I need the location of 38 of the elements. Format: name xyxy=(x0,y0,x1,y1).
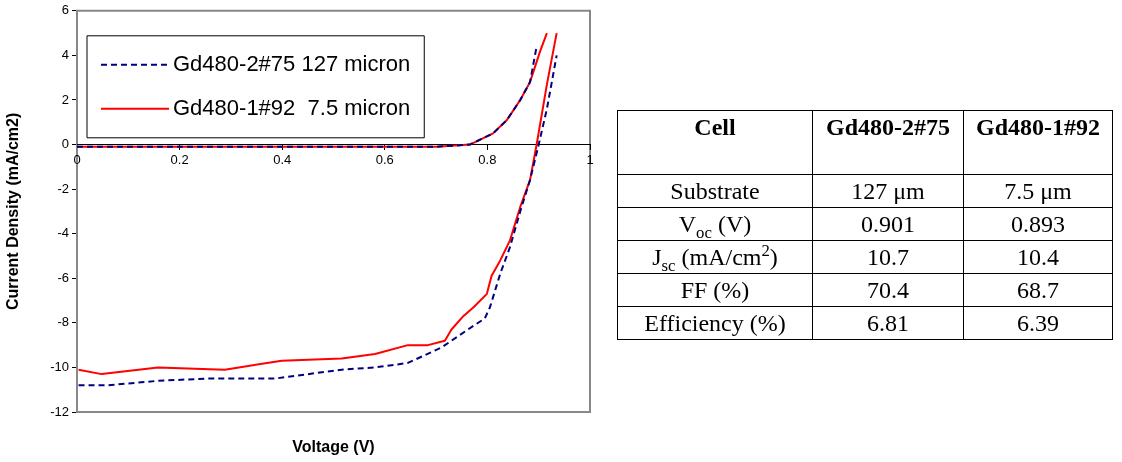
x-tick-label: 0.6 xyxy=(375,151,394,167)
x-axis-title: Voltage (V) xyxy=(292,438,375,456)
legend-label: Gd480-2#75 127 micron xyxy=(173,50,411,76)
y-tick-label: 4 xyxy=(61,46,69,62)
y-tick-label: -6 xyxy=(57,269,69,285)
text: 0.901 xyxy=(812,207,964,241)
text: 68.7 xyxy=(963,273,1113,307)
x-tick-label: 0.2 xyxy=(170,151,189,167)
text: Gd480-2#75 xyxy=(812,110,964,175)
text: 6.39 xyxy=(963,306,1113,340)
text: 6.81 xyxy=(812,306,964,340)
text: V$_{oc}$ (V) xyxy=(617,207,813,242)
x-tick-label: 0 xyxy=(73,151,81,167)
y-tick-label: 6 xyxy=(61,2,69,18)
text: 127 μm xyxy=(812,174,964,208)
y-tick-label: 2 xyxy=(61,91,69,107)
x-tick-label: 0.8 xyxy=(478,151,497,167)
text: 10.4 xyxy=(963,240,1113,274)
text: Cell xyxy=(617,110,813,175)
text: Efficiency (%) xyxy=(617,306,813,340)
text: 0.893 xyxy=(963,207,1113,241)
y-tick-label: -2 xyxy=(57,180,69,196)
text: Gd480-1#92 xyxy=(963,110,1113,175)
x-tick-label: 1 xyxy=(586,151,594,167)
text: FF (%) xyxy=(617,273,813,307)
text: J$_{sc}$ (mA/cm$^{2}$) xyxy=(617,240,813,275)
y-tick-label: -4 xyxy=(57,225,69,241)
y-tick-label: -10 xyxy=(50,359,69,374)
legend-label: Gd480-1#92 7.5 micron xyxy=(173,94,411,120)
text: 10.7 xyxy=(812,240,964,274)
text: 7.5 μm xyxy=(963,174,1113,208)
x-tick-label: 0.4 xyxy=(273,151,292,167)
text: 70.4 xyxy=(812,273,964,307)
text: Substrate xyxy=(617,174,813,208)
y-tick-label: -12 xyxy=(50,403,69,419)
y-tick-label: 0 xyxy=(61,136,69,152)
y-axis-title: Current Density (mA/cm2) xyxy=(4,112,22,311)
y-tick-label: -8 xyxy=(57,314,69,330)
